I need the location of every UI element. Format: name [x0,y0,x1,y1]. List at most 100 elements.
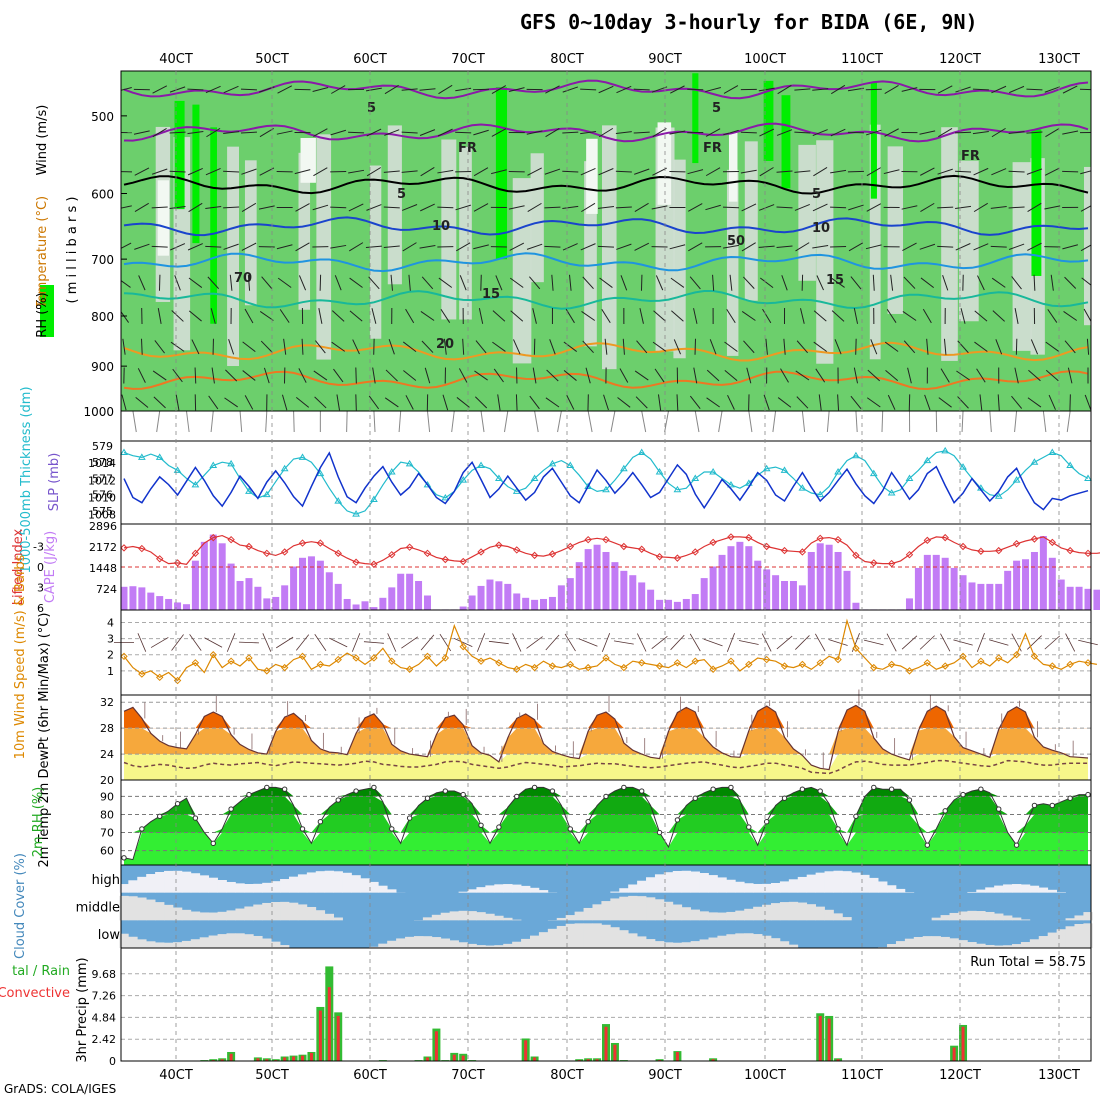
wind-barb [759,204,775,211]
cape-tick-label: 1448 [89,562,117,575]
cape-bar [781,580,789,610]
wind-barb [901,87,918,92]
contour-label: 5 [812,187,821,202]
thickness-point [370,495,378,503]
wind-barb [172,368,183,383]
cloud-clear-bar [297,874,308,893]
precip-conv-bar [461,1055,465,1061]
wind-barb [1047,309,1058,323]
x-tick-label-bottom: 80CT [550,1068,584,1083]
precip-conv-bar [292,1056,296,1061]
rh-dry-region [530,153,544,283]
surface-wind-barb [226,633,236,652]
cloud-clear-bar [226,933,236,948]
wind-speed-point [995,654,1003,662]
temp-tick-label: 24 [100,748,114,761]
wind-barb [724,369,738,381]
rh-moist-column [495,87,508,260]
rh-legend-swatch [40,285,54,337]
wind-barb [258,205,275,210]
wind-speed-point [709,665,717,673]
cape-bar [147,592,155,610]
temp-band-mid [124,728,1088,755]
cape-li-panel: -3 0 3 6 724 1448 2172 2896 Lifted Index CAPE (J/… [11,520,1100,615]
contour-label: 70 [234,271,252,286]
cape-bar [174,602,182,610]
wind-speed-point [280,663,289,672]
cape-bar [825,544,833,610]
wind-barb [473,203,489,212]
cloud-clear-bar [494,915,504,921]
rh-dry-region [369,165,382,339]
rh-point [442,788,449,794]
wind-barb [187,167,203,176]
wind-barb [796,396,809,409]
wind-speed-point [191,659,200,667]
cloud-clear-bar [190,939,201,948]
contour-label: 5 [367,101,376,116]
wind-barb [491,169,507,175]
wind-barb [902,242,917,251]
temp-band-low [124,754,1088,780]
wind-barb [121,87,132,91]
li-point [584,535,592,544]
cloud-clear-bar [556,917,567,921]
wind-barb [442,394,449,411]
rh-dry-region [887,146,904,314]
precip-conv-bar [711,1059,715,1061]
cloud-clear-bar [994,913,1004,921]
wind-speed-point [727,657,735,665]
li-point [816,534,824,543]
wind-barb [1044,86,1060,93]
wind-barb [598,168,614,176]
rh-point [1067,795,1073,801]
wind-barb [763,394,770,411]
cloud-clear-bar [967,910,977,921]
cloud-clear-bar [369,881,379,893]
cloud-clear-bar [690,909,700,921]
wind-speed-point [602,654,610,662]
cloud-clear-bar [1083,923,1093,948]
wind-barb [121,242,132,249]
wind-barb [205,245,222,248]
x-tick-label-bottom: 70CT [451,1068,485,1083]
wind-speed-point [548,662,557,670]
surface-wind-barb [776,635,793,650]
precip-conv-bar [533,1057,537,1061]
wind-barb [281,394,288,411]
wind-barb [972,88,989,91]
wind-barb [597,206,615,209]
wind-barb [475,340,487,354]
wind-barb [421,340,434,353]
precip-tick-label: 7.26 [92,990,117,1003]
wind-barb [887,394,896,410]
surface-wind-barb [488,640,509,645]
cloud-clear-bar [958,911,968,921]
panel-frame [120,947,1092,1062]
cloud-clear-bar [601,924,611,948]
cape-bar [557,585,565,610]
wind-barb [242,341,256,353]
wind-barb [211,367,215,384]
wind-barb [175,394,180,411]
wind-barb [508,205,525,210]
isotherm-line [123,79,1089,100]
thickness-point [619,464,628,472]
li-point [263,549,271,558]
precip-tick-label: 4.84 [92,1011,117,1024]
run-total-label: Run Total = 58.75 [970,955,1086,970]
wind-barb [365,87,382,92]
wind-barb [366,204,382,211]
cape-bar [415,580,423,610]
wind-barb [995,339,1003,355]
wind-barb [240,88,257,91]
cloud-clear-bar [779,881,790,893]
wind-barb [920,202,935,212]
thickness-slp-panel: 575 576 577 578 579 1008 1010 1012 1014 1000-500m… [19,386,1092,574]
wind-speed-point [798,660,807,669]
cloud-clear-bar [904,938,915,948]
wind-barb [729,274,733,291]
rh-dry-region [1084,166,1091,326]
cloud-clear-bar [146,941,156,948]
li-point [298,539,307,547]
